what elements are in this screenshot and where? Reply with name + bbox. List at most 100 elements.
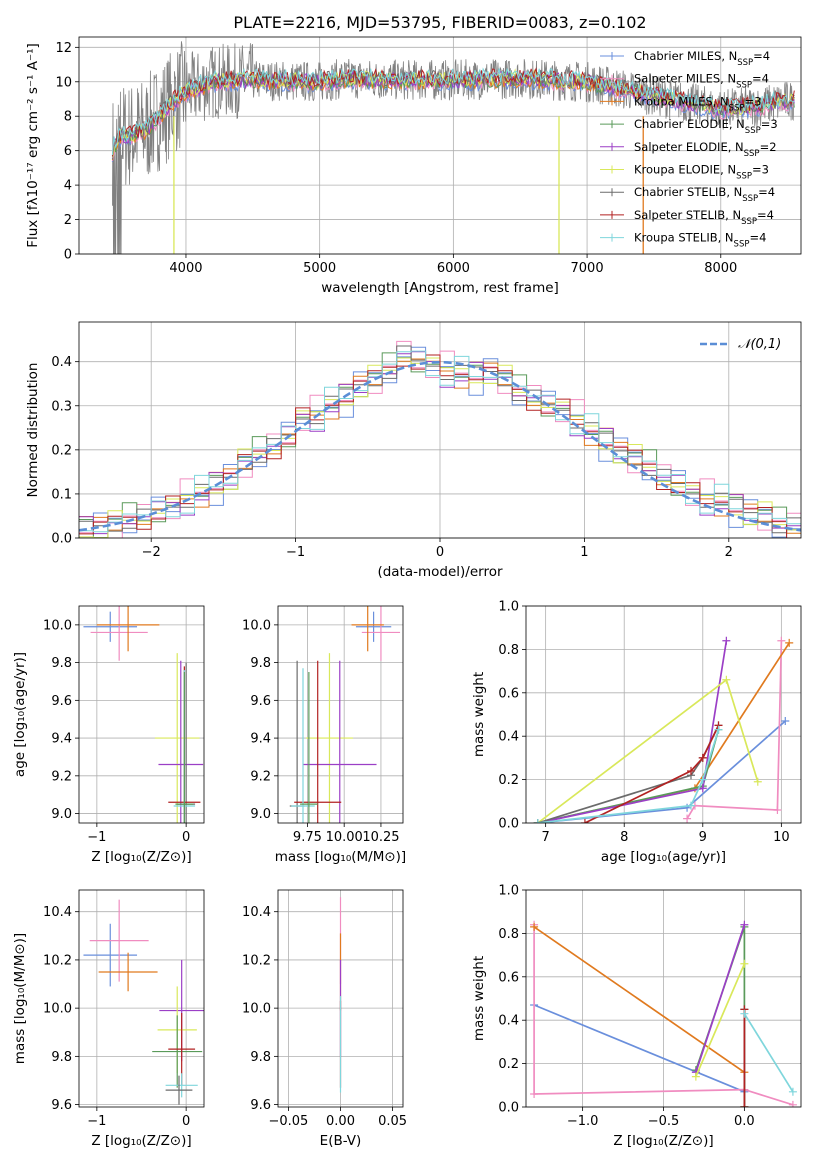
x-tick-label: 8 [620,830,628,845]
panel-weight_vs_Z: −1.0 −0.5 0.0 0.0 0.2 0.4 0.6 0.8 1.0 Z [log₁₀(Z/… [471,884,802,1149]
legend-label-subscript: SSP [744,149,760,159]
weight-point-marker [698,784,707,793]
y-tick-label: 9.4 [250,732,271,747]
panel-age_vs_mass: 9.75 10.00 10.25 9.0 9.2 9.4 9.6 9.8 10.0 mass [l… [242,605,406,865]
legend-label-value: =3 [752,163,769,177]
y-tick-label: 0.3 [51,399,72,414]
x-axis-label: wavelength [Angstrom, rest frame] [321,280,559,296]
y-tick-label: 10.0 [242,1002,271,1017]
weight-series-line [533,924,794,1106]
weight-series-line [533,1004,745,1093]
legend-label-text: Salpeter MILES, N [634,72,736,86]
errorbar-point [291,668,315,823]
x-tick-label: −1 [87,830,106,845]
weight-point-marker [530,1089,539,1098]
weight-point-marker [722,675,731,684]
errorbar-point [294,660,342,823]
panel-weight_vs_age: 7 8 9 10 0.0 0.2 0.4 0.6 0.8 1.0 age [log₁₀(age/yr… [471,600,802,865]
legend-label: Kroupa MILES, NSSP=3 [634,94,761,113]
y-tick-label: 0.1 [51,487,72,502]
weight-point-marker [788,1087,797,1096]
weight-point-marker [777,636,786,645]
y-tick-label: 0.2 [498,773,519,788]
model-spectrum-line [111,70,795,159]
x-tick-label: 0.05 [378,1114,407,1129]
x-tick-label: −0.05 [268,1114,308,1129]
plot-area [289,606,401,823]
legend-label-text: Salpeter ELODIE, N [634,140,744,154]
x-tick-label: 10.00 [326,830,363,845]
weight-point-marker [683,814,692,823]
errorbar-point [300,672,318,823]
errorbar-point [165,1073,198,1098]
weight-series-line [537,729,720,823]
y-tick-label: 0.8 [498,927,519,942]
plot-area [83,899,204,1105]
axes-frame [78,889,205,1108]
y-tick-label: 9.8 [51,1050,72,1065]
y-tick-label: 0.6 [498,686,519,701]
x-axis-label: age [log₁₀(age/yr)] [601,849,726,865]
legend-label-subscript: SSP [737,58,753,68]
y-tick-label: 4 [64,179,72,194]
axes-frame [78,321,802,539]
y-tick-label: 9.2 [51,769,72,784]
panel-spectrum: 4000 5000 6000 7000 8000 0 2 4 6 8 10 12 wavelength … [25,36,802,296]
legend-label: Chabrier STELIB, NSSP=4 [634,185,775,204]
errorbar-point [96,606,160,652]
plot-area [533,636,794,823]
y-tick-label: 9.0 [250,807,271,822]
panel-residuals: −2 −1 0 1 2 0.0 0.1 0.2 0.3 0.4 (data-model)/error… [25,321,802,580]
y-tick-label: 0.8 [498,643,519,658]
y-tick-label: 12 [55,41,72,56]
residual-legend: 𝒩(0,1) [700,337,781,352]
y-tick-label: 10.4 [43,905,72,920]
x-tick-label: 2 [725,545,733,560]
axes-frame [78,36,802,255]
weight-series-line [695,924,746,1073]
y-tick-label: 9.2 [250,769,271,784]
y-tick-label: 0.0 [498,817,519,832]
y-tick-label: 8 [64,110,72,125]
weight-point-marker [698,753,707,762]
weight-point-marker [785,638,794,647]
y-tick-label: 0.4 [498,1014,519,1029]
errorbar-point [175,672,194,823]
legend-label-value: =2 [760,140,777,154]
x-tick-label: 10.25 [362,830,399,845]
legend-label-text: Kroupa MILES, N [634,94,729,108]
errorbar-point [83,923,138,987]
x-tick-label: 5000 [303,261,336,276]
y-tick-label: 0.0 [51,532,72,547]
legend-label: Chabrier MILES, NSSP=4 [634,49,770,68]
weight-series-line [743,1013,794,1093]
errorbar-point [305,653,353,823]
legend-label-value: =4 [753,49,770,63]
legend-label-subscript: SSP [741,217,757,227]
legend-label-subscript: SSP [734,240,750,250]
weight-series-line [537,640,728,823]
x-tick-label: 9 [699,830,707,845]
x-tick-label: 9.75 [293,830,322,845]
y-tick-label: 10.4 [242,905,271,920]
weight-series-line [533,926,746,1107]
errorbar-point [154,653,200,823]
panel-mass_vs_ebv: −0.05 0.00 0.05 9.6 9.8 10.0 10.2 10.4 E(B-V) [242,889,407,1149]
y-tick-label: 10.2 [43,953,72,968]
legend-label-value: =3 [761,117,778,131]
x-tick-label: 4000 [169,261,202,276]
y-tick-label: 2 [64,213,72,228]
y-tick-label: 0.4 [51,355,72,370]
weight-point-marker [740,1009,749,1018]
weight-point-marker [722,636,731,645]
figure-title: PLATE=2216, MJD=53795, FIBERID=0083, z=0… [233,13,646,32]
weight-point-marker [781,717,790,726]
errorbar-point [303,660,377,823]
y-axis-label: age [log₁₀(age/yr)] [12,652,28,777]
weight-point-marker [530,922,539,931]
legend-label: Kroupa ELODIE, NSSP=3 [634,163,769,182]
errorbar-point [351,606,384,652]
y-tick-label: 1.0 [498,884,519,899]
